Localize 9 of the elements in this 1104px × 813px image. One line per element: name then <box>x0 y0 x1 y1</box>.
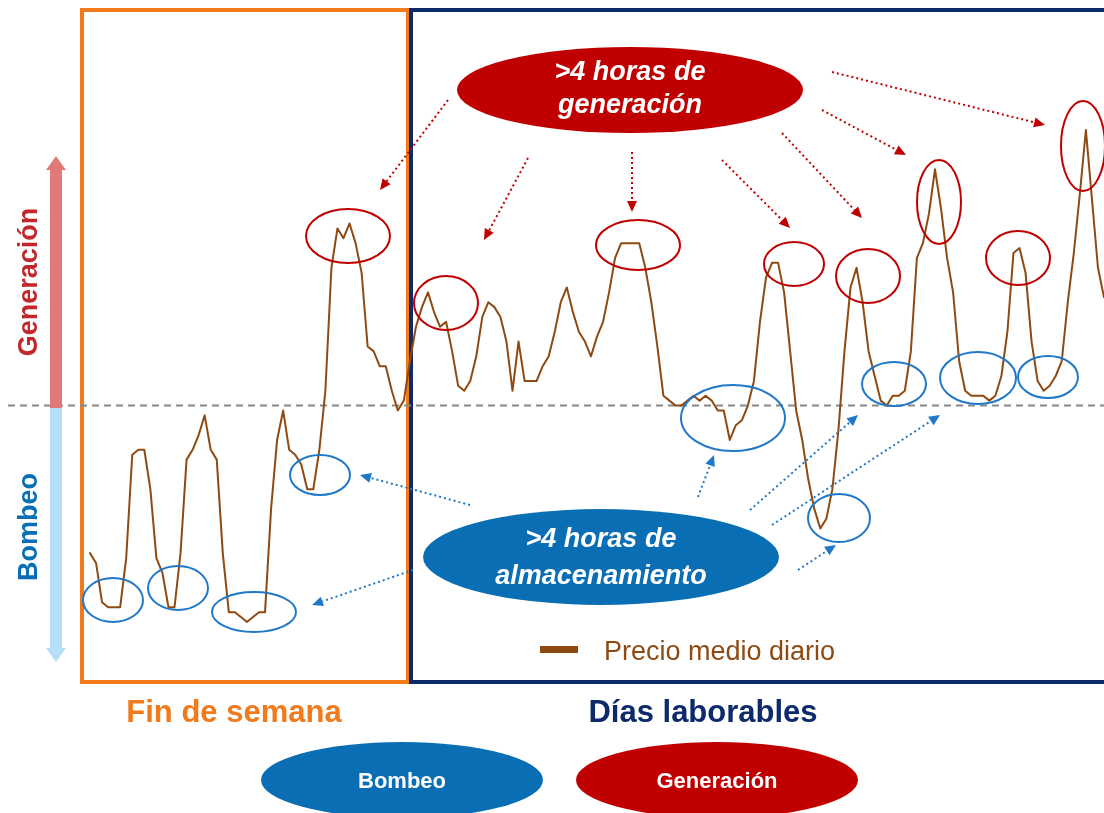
legend-label: Precio medio diario <box>604 636 836 666</box>
text: Generación <box>13 207 43 357</box>
text: Días laborables <box>588 694 818 729</box>
text: Bombeo <box>13 473 43 581</box>
text: Generación <box>656 768 778 793</box>
text: Fin de semana <box>126 694 343 729</box>
annotation: >4 horas de almacenamiento <box>495 523 707 590</box>
text: Bombeo <box>358 768 446 793</box>
text: >4 horas de generación <box>554 56 706 119</box>
